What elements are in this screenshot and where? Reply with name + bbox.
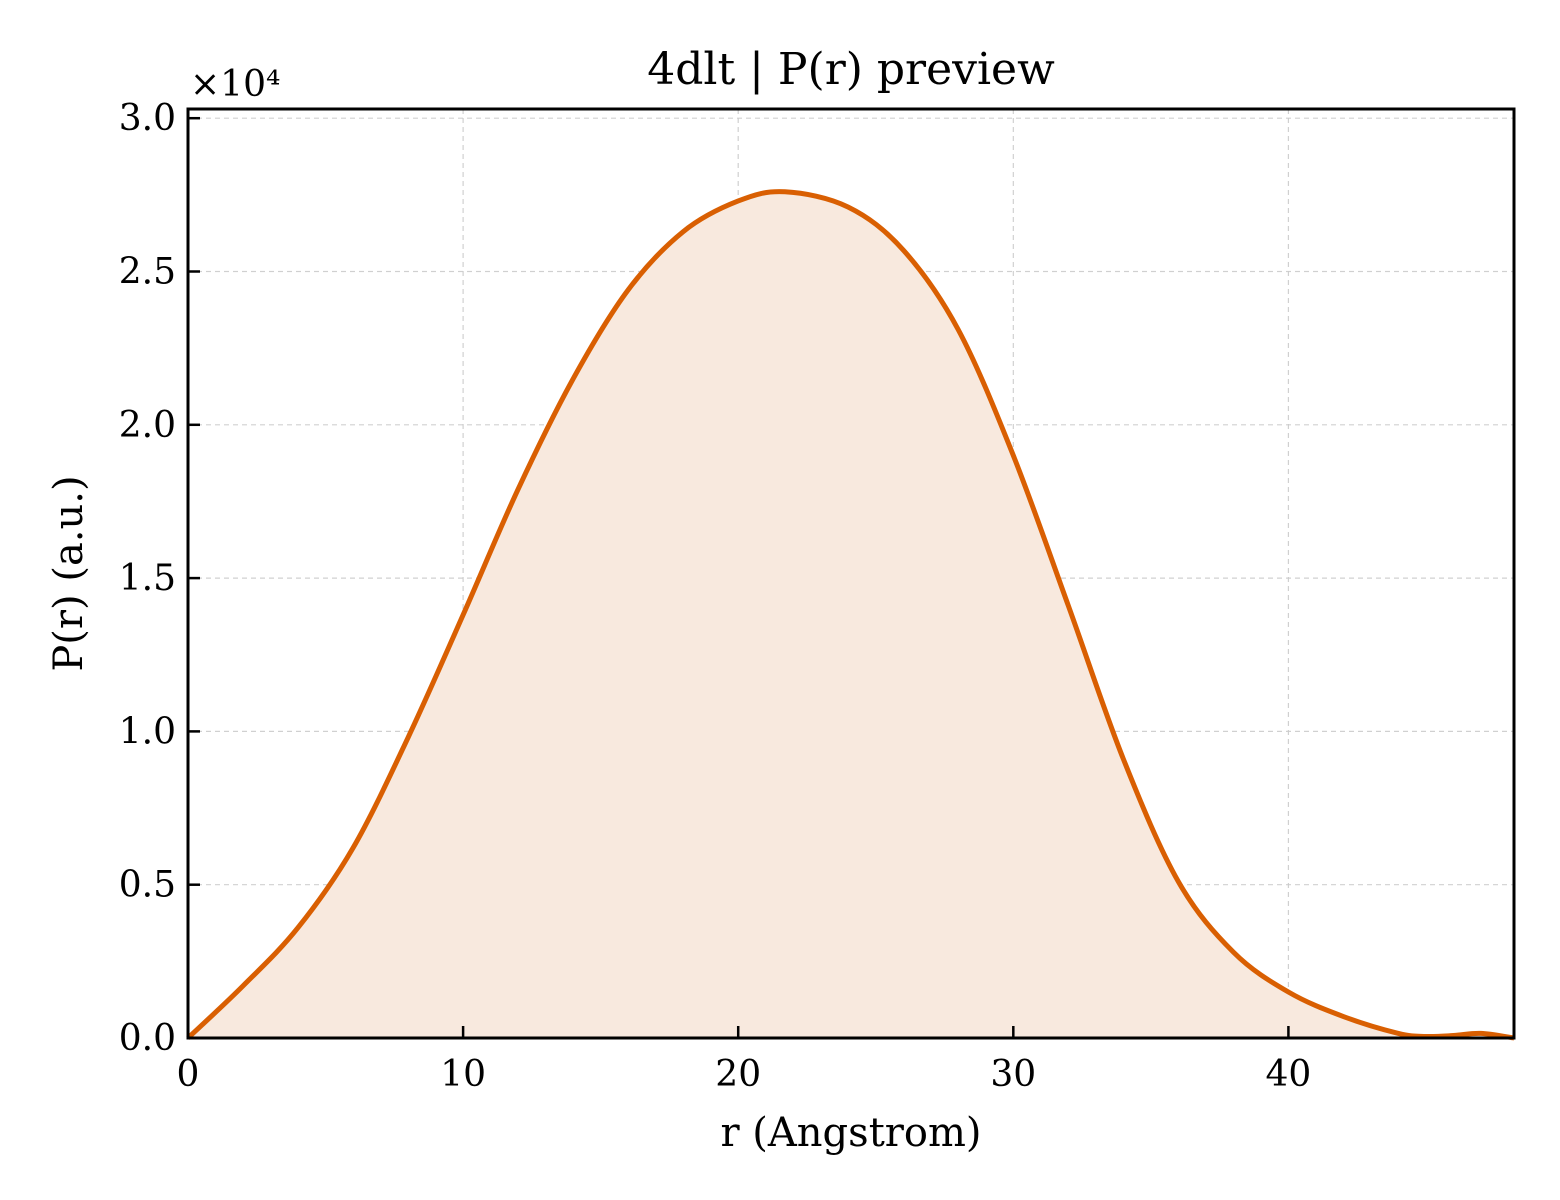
series-line xyxy=(186,189,1515,1041)
plot-frame xyxy=(186,107,1516,1040)
y-axis-multiplier: ×10⁴ xyxy=(190,64,280,105)
axis-ticks: 0 10 20 30 40 0.0 0.5 1.0 1.5 2.0 2.5 3.0 xyxy=(119,98,1312,1095)
x-tick-label: 0 xyxy=(177,1054,200,1095)
y-tick-label: 0.5 xyxy=(119,865,176,906)
y-tick-label: 1.0 xyxy=(119,711,176,752)
y-tick-label: 3.0 xyxy=(119,98,176,139)
y-tick-label: 0.0 xyxy=(119,1018,176,1059)
chart-title: 4dlt | P(r) preview xyxy=(647,44,1055,95)
y-tick-label: 2.0 xyxy=(119,405,176,446)
x-axis-label: r (Angstrom) xyxy=(720,1110,981,1156)
y-tick-label: 1.5 xyxy=(119,558,176,599)
area-fill xyxy=(188,191,1514,1038)
x-tick-label: 30 xyxy=(990,1054,1036,1095)
x-tick-label: 40 xyxy=(1266,1054,1312,1095)
y-axis-label: P(r) (a.u.) xyxy=(46,475,92,671)
x-tick-label: 20 xyxy=(715,1054,761,1095)
x-tick-label: 10 xyxy=(440,1054,486,1095)
y-tick-label: 2.5 xyxy=(119,251,176,292)
